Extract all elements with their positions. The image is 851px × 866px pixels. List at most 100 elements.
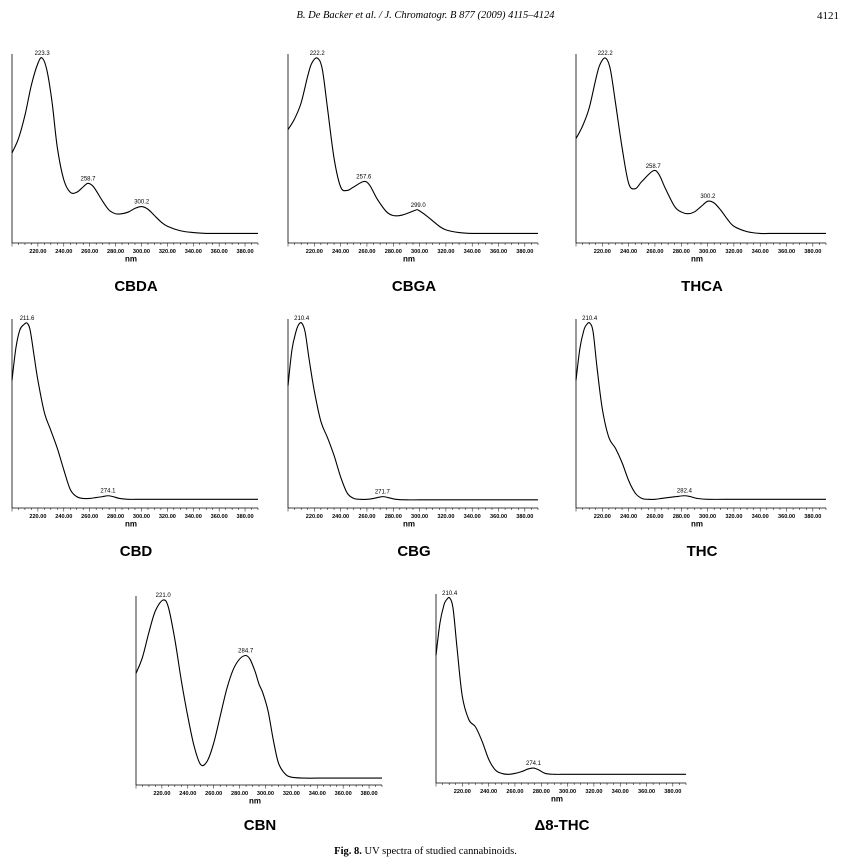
x-tick-label: 240.00 — [179, 791, 196, 797]
x-tick-label: 340.00 — [464, 514, 481, 520]
x-tick-label: 220.00 — [306, 514, 323, 520]
spectrum-line — [136, 600, 382, 778]
x-tick-label: 360.00 — [211, 249, 228, 255]
spectrum-panel-cbga: 220.00 240.00 260.00 280.00 300.00 320.00 340.… — [288, 50, 540, 300]
x-axis-title: nm — [403, 255, 415, 264]
compound-label: THC — [576, 543, 828, 560]
peak-label: 222.2 — [598, 51, 614, 57]
x-tick-label: 340.00 — [752, 514, 769, 520]
x-tick-label: 240.00 — [332, 514, 349, 520]
page-number: 4121 — [817, 10, 839, 22]
spectrum-line — [12, 323, 258, 500]
spectrum-chart: 220.00 240.00 260.00 280.00 300.00 320.00 340.… — [136, 592, 384, 807]
peak-label: 300.2 — [134, 200, 150, 206]
spectrum-panel-cbda: 220.00 240.00 260.00 280.00 300.00 320.00 340.… — [12, 50, 260, 300]
peak-label: 210.4 — [294, 316, 310, 322]
x-tick-label: 220.00 — [594, 514, 611, 520]
compound-label: CBG — [288, 543, 540, 560]
x-tick-label: 340.00 — [185, 514, 202, 520]
x-tick-label: 360.00 — [490, 514, 507, 520]
spectrum-line — [436, 597, 686, 774]
x-axis-title: nm — [125, 255, 137, 264]
x-axis-title: nm — [551, 795, 563, 804]
x-tick-label: 380.00 — [804, 249, 821, 255]
x-tick-label: 220.00 — [454, 789, 471, 795]
x-tick-label: 280.00 — [385, 514, 402, 520]
x-axis-title: nm — [691, 520, 703, 529]
x-tick-label: 280.00 — [231, 791, 248, 797]
x-tick-label: 360.00 — [335, 791, 352, 797]
x-tick-label: 220.00 — [306, 249, 323, 255]
x-tick-label: 340.00 — [752, 249, 769, 255]
x-tick-label: 260.00 — [81, 249, 98, 255]
x-tick-label: 320.00 — [725, 249, 742, 255]
x-tick-label: 240.00 — [480, 789, 497, 795]
spectrum-panel-cbg: 220.00 240.00 260.00 280.00 300.00 320.00 340.… — [288, 315, 540, 565]
x-tick-label: 280.00 — [673, 249, 690, 255]
x-tick-label: 340.00 — [309, 791, 326, 797]
spectrum-line — [576, 58, 826, 234]
x-axis-title: nm — [691, 255, 703, 264]
peak-label: 284.7 — [238, 648, 254, 654]
peak-label: 210.4 — [442, 591, 458, 597]
x-tick-label: 280.00 — [107, 514, 124, 520]
peak-label: 299.0 — [411, 203, 427, 209]
peak-label: 223.3 — [35, 51, 51, 57]
x-tick-label: 320.00 — [159, 514, 176, 520]
spectrum-chart: 220.00 240.00 260.00 280.00 300.00 320.00 340.… — [576, 315, 828, 530]
x-axis-title: nm — [249, 797, 261, 806]
x-tick-label: 320.00 — [159, 249, 176, 255]
spectrum-chart: 220.00 240.00 260.00 280.00 300.00 320.00 340.… — [436, 590, 688, 805]
x-tick-label: 260.00 — [646, 514, 663, 520]
peak-label: 300.2 — [700, 194, 716, 200]
peak-label: 257.6 — [356, 175, 372, 181]
peak-label: 258.7 — [80, 176, 96, 182]
x-tick-label: 320.00 — [585, 789, 602, 795]
spectrum-chart: 220.00 240.00 260.00 280.00 300.00 320.00 340.… — [288, 315, 540, 530]
spectrum-panel-cbd: 220.00 240.00 260.00 280.00 300.00 320.00 340.… — [12, 315, 260, 565]
x-tick-label: 260.00 — [506, 789, 523, 795]
x-tick-label: 380.00 — [516, 514, 533, 520]
spectrum-panel-cbn: 220.00 240.00 260.00 280.00 300.00 320.00 340.… — [136, 592, 384, 842]
spectrum-chart: 220.00 240.00 260.00 280.00 300.00 320.00 340.… — [12, 315, 260, 530]
page-header: B. De Backer et al. / J. Chromatogr. B 8… — [0, 10, 851, 26]
x-tick-label: 380.00 — [664, 789, 681, 795]
spectrum-chart: 220.00 240.00 260.00 280.00 300.00 320.00 340.… — [12, 50, 260, 265]
x-tick-label: 380.00 — [236, 249, 253, 255]
figure-caption: Fig. 8. UV spectra of studied cannabinoi… — [0, 846, 851, 857]
spectrum-line — [12, 58, 258, 234]
x-tick-label: 220.00 — [29, 514, 46, 520]
x-tick-label: 280.00 — [385, 249, 402, 255]
x-tick-label: 320.00 — [437, 249, 454, 255]
x-tick-label: 240.00 — [620, 249, 637, 255]
figure-number: Fig. 8. — [334, 846, 362, 857]
spectrum-panel-thca: 220.00 240.00 260.00 280.00 300.00 320.00 340.… — [576, 50, 828, 300]
x-tick-label: 280.00 — [673, 514, 690, 520]
x-tick-label: 340.00 — [464, 249, 481, 255]
x-axis-title: nm — [403, 520, 415, 529]
journal-citation: B. De Backer et al. / J. Chromatogr. B 8… — [0, 10, 851, 21]
peak-label: 274.1 — [100, 489, 116, 495]
x-tick-label: 380.00 — [360, 791, 377, 797]
x-tick-label: 320.00 — [725, 514, 742, 520]
x-tick-label: 220.00 — [29, 249, 46, 255]
spectrum-panel-delta8-thc: 220.00 240.00 260.00 280.00 300.00 320.00 340.… — [436, 590, 688, 840]
compound-label: CBGA — [288, 278, 540, 295]
x-tick-label: 280.00 — [107, 249, 124, 255]
x-tick-label: 260.00 — [358, 249, 375, 255]
spectrum-panel-thc: 220.00 240.00 260.00 280.00 300.00 320.00 340.… — [576, 315, 828, 565]
x-tick-label: 380.00 — [804, 514, 821, 520]
peak-label: 258.7 — [646, 164, 662, 170]
x-tick-label: 260.00 — [81, 514, 98, 520]
x-tick-label: 360.00 — [211, 514, 228, 520]
peak-label: 282.4 — [677, 489, 693, 495]
peak-label: 221.0 — [156, 593, 172, 599]
x-tick-label: 340.00 — [612, 789, 629, 795]
figure-caption-text: UV spectra of studied cannabinoids. — [365, 846, 517, 857]
compound-label: Δ8-THC — [436, 817, 688, 834]
spectrum-chart: 220.00 240.00 260.00 280.00 300.00 320.00 340.… — [576, 50, 828, 265]
peak-label: 271.7 — [375, 490, 391, 496]
compound-label: CBDA — [12, 278, 260, 295]
compound-label: THCA — [576, 278, 828, 295]
x-tick-label: 260.00 — [358, 514, 375, 520]
